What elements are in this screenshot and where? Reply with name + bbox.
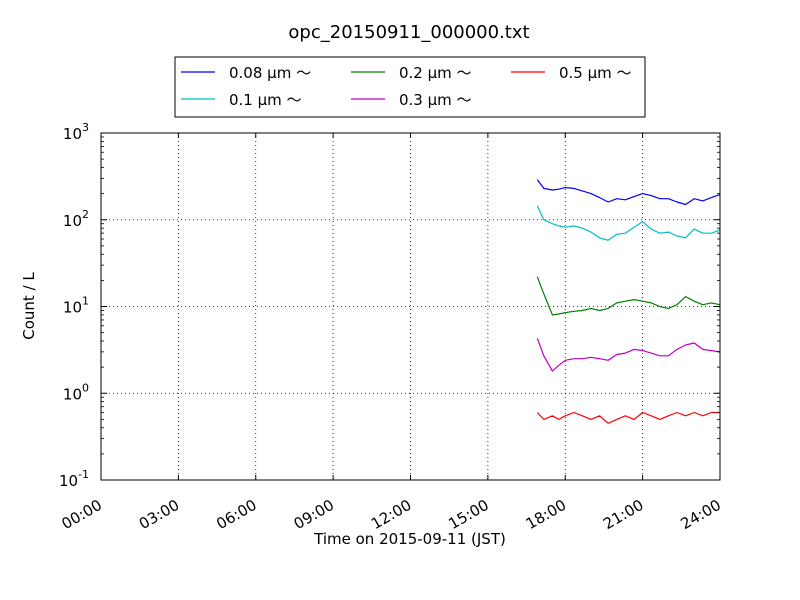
y-axis-ticks: 10-1 100 101 102 103: [59, 121, 720, 490]
x-axis-ticks: 00:00 03:00 06:00 09:00 12:00 15:00 18:00 21:00…: [59, 133, 724, 533]
y-tick-label: 103: [63, 121, 89, 143]
y-axis-label: Count / L: [20, 272, 38, 340]
y-tick-label: 10-1: [59, 468, 89, 490]
x-tick-label: 00:00: [59, 496, 105, 533]
series-group: [536, 179, 721, 424]
x-tick-label: 03:00: [136, 496, 182, 533]
legend-label: 0.2 µm ～: [399, 64, 472, 82]
series-line-5: [536, 411, 720, 424]
legend-label: 0.08 µm ～: [229, 64, 311, 82]
y-tick-label: 100: [63, 381, 89, 403]
series-line-2: [536, 205, 721, 241]
y-tick-label: 101: [63, 295, 89, 317]
x-tick-label: 09:00: [291, 496, 337, 533]
x-tick-label: 12:00: [368, 496, 414, 533]
legend-items: 0.08 µm ～ 0.1 µm ～ 0.2 µm ～ 0.3 µm ～ 0.5 µm …: [181, 64, 632, 109]
x-tick-label: 24:00: [678, 496, 724, 533]
series-line-4: [536, 338, 721, 372]
series-line-1: [536, 179, 721, 206]
x-tick-label: 18:00: [523, 496, 569, 533]
x-axis-label: Time on 2015-09-11 (JST): [313, 530, 506, 548]
legend-label: 0.3 µm ～: [399, 91, 472, 109]
x-tick-label: 21:00: [600, 496, 646, 533]
series-line-3: [536, 276, 721, 316]
legend-label: 0.5 µm ～: [559, 64, 632, 82]
x-tick-label: 15:00: [445, 496, 491, 533]
legend: 0.08 µm ～ 0.1 µm ～ 0.2 µm ～ 0.3 µm ～ 0.5 µm …: [174, 56, 646, 118]
legend-label: 0.1 µm ～: [229, 91, 302, 109]
y-tick-label: 102: [63, 208, 89, 230]
x-tick-label: 06:00: [213, 496, 259, 533]
grid: [101, 133, 720, 480]
chart-title: opc_20150911_000000.txt: [288, 22, 529, 43]
legend-box: [174, 56, 646, 118]
